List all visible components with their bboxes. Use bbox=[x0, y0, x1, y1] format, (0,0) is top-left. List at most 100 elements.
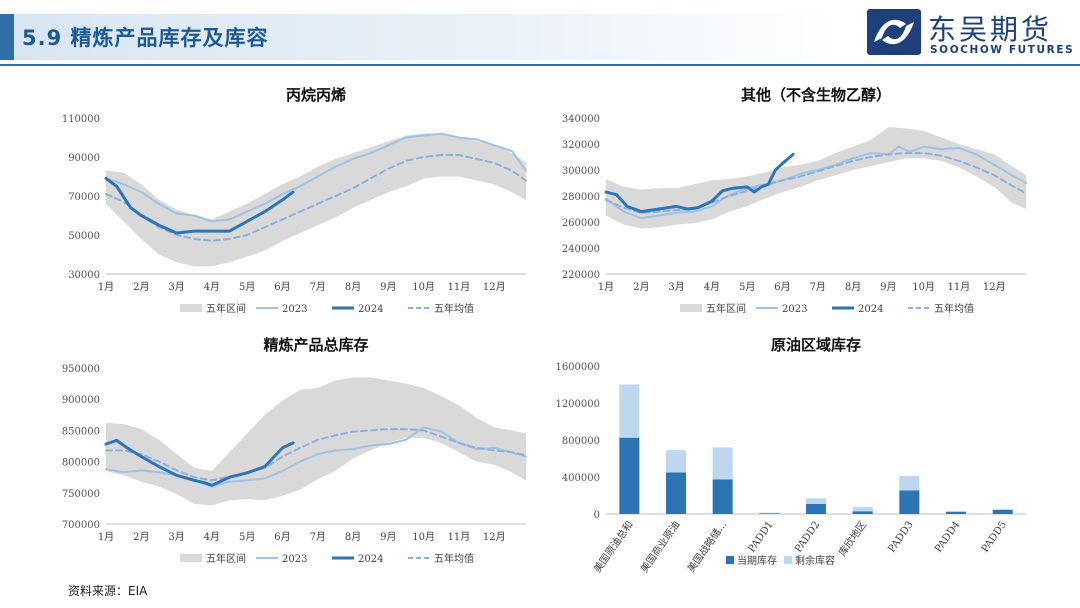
x-tick-label: 11月 bbox=[448, 531, 471, 543]
page-title: 5.9 精炼产品库存及库容 bbox=[22, 26, 269, 50]
five-year-range-band bbox=[106, 133, 526, 267]
bar-remaining-capacity bbox=[992, 508, 1013, 510]
x-tick-label: 9月 bbox=[380, 281, 396, 293]
line-chart-svg: 丙烷丙烯 30000 50000 70000 90000 110000 1月 2月 3月 4月 5月… bbox=[62, 86, 527, 315]
y-tick-label: 300000 bbox=[562, 166, 600, 177]
x-tick-label: 2月 bbox=[633, 281, 649, 293]
chart-total-refined-products: 精炼产品总库存 700000 750000 800000 850000 900000 950… bbox=[40, 326, 540, 576]
bar-current-inventory bbox=[806, 503, 826, 514]
bar-remaining-capacity bbox=[806, 498, 826, 504]
bar-current-inventory bbox=[619, 437, 640, 514]
bar-remaining-capacity bbox=[619, 384, 640, 438]
y-tick-label: 1200000 bbox=[555, 399, 600, 410]
svg-text:2023: 2023 bbox=[282, 554, 307, 565]
svg-text:五年区间: 五年区间 bbox=[206, 552, 246, 565]
y-tick-label: 1600000 bbox=[555, 362, 600, 373]
title-accent-strip bbox=[0, 14, 14, 60]
source-note: 资料来源：EIA bbox=[68, 584, 148, 598]
x-tick-label: 8月 bbox=[845, 281, 861, 293]
bar-remaining-capacity bbox=[666, 450, 686, 473]
y-tick-label: 950000 bbox=[62, 364, 100, 375]
chart-other-products: 其他（不含生物乙醇） 220000 240000 260000 280000 300000… bbox=[540, 76, 1040, 326]
y-tick-label: 850000 bbox=[62, 426, 100, 437]
y-tick-label: 110000 bbox=[62, 114, 100, 125]
category-label: 美国原油总和 bbox=[591, 518, 636, 575]
svg-text:2024: 2024 bbox=[358, 304, 383, 315]
title-bar bbox=[0, 14, 840, 60]
svg-text:五年区间: 五年区间 bbox=[206, 302, 246, 315]
x-tick-label: 5月 bbox=[239, 281, 255, 293]
bar-remaining-capacity bbox=[759, 512, 780, 514]
logo: 东吴期货 SOOCHOW FUTURES bbox=[866, 8, 1076, 58]
svg-text:2023: 2023 bbox=[282, 304, 307, 315]
svg-text:2024: 2024 bbox=[858, 304, 883, 315]
x-tick-label: 9月 bbox=[880, 281, 896, 293]
line-chart-svg: 其他（不含生物乙醇） 220000 240000 260000 280000 300000… bbox=[562, 86, 1027, 315]
x-tick-label: 3月 bbox=[168, 281, 184, 293]
logo-chinese-name: 东吴期货 bbox=[928, 13, 1053, 46]
y-tick-label: 280000 bbox=[562, 192, 600, 203]
svg-text:2023: 2023 bbox=[782, 304, 807, 315]
bar-current-inventory bbox=[759, 513, 780, 514]
chart-title: 其他（不含生物乙醇） bbox=[741, 86, 891, 104]
legend-range: 五年区间 bbox=[680, 302, 746, 315]
x-tick-label: 10月 bbox=[412, 281, 435, 293]
legend-current-inventory: 当期库存 bbox=[726, 554, 777, 567]
x-tick-label: 1月 bbox=[598, 281, 614, 293]
x-tick-label: 10月 bbox=[412, 531, 435, 543]
header: 5.9 精炼产品库存及库容 东吴期货 SOOCHOW FUTURES bbox=[0, 0, 1080, 70]
y-tick-label: 800000 bbox=[62, 458, 100, 469]
y-tick-label: 70000 bbox=[68, 192, 100, 203]
category-label: 库欣地区 bbox=[836, 518, 870, 558]
category-label: PADD3 bbox=[886, 519, 915, 554]
svg-text:五年均值: 五年均值 bbox=[434, 552, 474, 565]
y-tick-label: 400000 bbox=[562, 473, 600, 484]
y-tick-label: 50000 bbox=[68, 231, 100, 242]
y-tick-label: 340000 bbox=[562, 114, 600, 125]
legend-remaining-capacity: 剩余库容 bbox=[784, 554, 835, 567]
bar-current-inventory bbox=[899, 490, 920, 514]
legend-range: 五年区间 bbox=[180, 552, 246, 565]
x-tick-label: 11月 bbox=[948, 281, 971, 293]
bar-remaining-capacity bbox=[852, 507, 873, 512]
svg-text:五年区间: 五年区间 bbox=[706, 302, 746, 315]
category-label: PADD1 bbox=[746, 519, 775, 554]
x-tick-label: 4月 bbox=[204, 531, 220, 543]
legend-2024: 2024 bbox=[332, 554, 383, 565]
line-chart-svg: 精炼产品总库存 700000 750000 800000 850000 900000 950… bbox=[62, 336, 527, 565]
legend-average: 五年均值 bbox=[908, 302, 974, 315]
x-tick-label: 5月 bbox=[239, 531, 255, 543]
category-label: 美国战略储... bbox=[684, 518, 729, 574]
series-2023-line bbox=[605, 145, 1027, 220]
x-tick-label: 6月 bbox=[774, 281, 790, 293]
category-label: PADD5 bbox=[980, 519, 1009, 554]
x-tick-label: 4月 bbox=[704, 281, 720, 293]
legend-2023: 2023 bbox=[256, 554, 307, 565]
series-2024-line bbox=[104, 176, 295, 235]
bar-remaining-capacity bbox=[712, 447, 733, 480]
y-tick-label: 320000 bbox=[562, 140, 600, 151]
chart-title: 丙烷丙烯 bbox=[286, 86, 346, 104]
category-label: 美国商业原油 bbox=[637, 518, 682, 575]
y-tick-label: 800000 bbox=[562, 436, 600, 447]
x-tick-label: 7月 bbox=[310, 281, 326, 293]
legend-average: 五年均值 bbox=[408, 302, 474, 315]
x-tick-label: 5月 bbox=[739, 281, 755, 293]
bar-current-inventory bbox=[852, 511, 873, 514]
chart-title: 原油区域库存 bbox=[771, 336, 861, 354]
x-tick-label: 3月 bbox=[668, 281, 684, 293]
x-tick-label: 2月 bbox=[133, 531, 149, 543]
bar-remaining-capacity bbox=[899, 476, 920, 491]
x-tick-label: 10月 bbox=[912, 281, 935, 293]
svg-text:当期库存: 当期库存 bbox=[737, 554, 777, 567]
x-tick-label: 4月 bbox=[204, 281, 220, 293]
x-tick-label: 6月 bbox=[274, 281, 290, 293]
soochow-logo-icon bbox=[867, 9, 921, 55]
x-tick-label: 3月 bbox=[168, 531, 184, 543]
logo-english-name: SOOCHOW FUTURES bbox=[930, 44, 1075, 56]
y-tick-label: 900000 bbox=[62, 395, 100, 406]
y-tick-label: 750000 bbox=[62, 489, 100, 500]
series-five-year-average-line bbox=[105, 428, 527, 482]
x-tick-label: 1月 bbox=[98, 531, 114, 543]
x-tick-label: 12月 bbox=[483, 531, 506, 543]
